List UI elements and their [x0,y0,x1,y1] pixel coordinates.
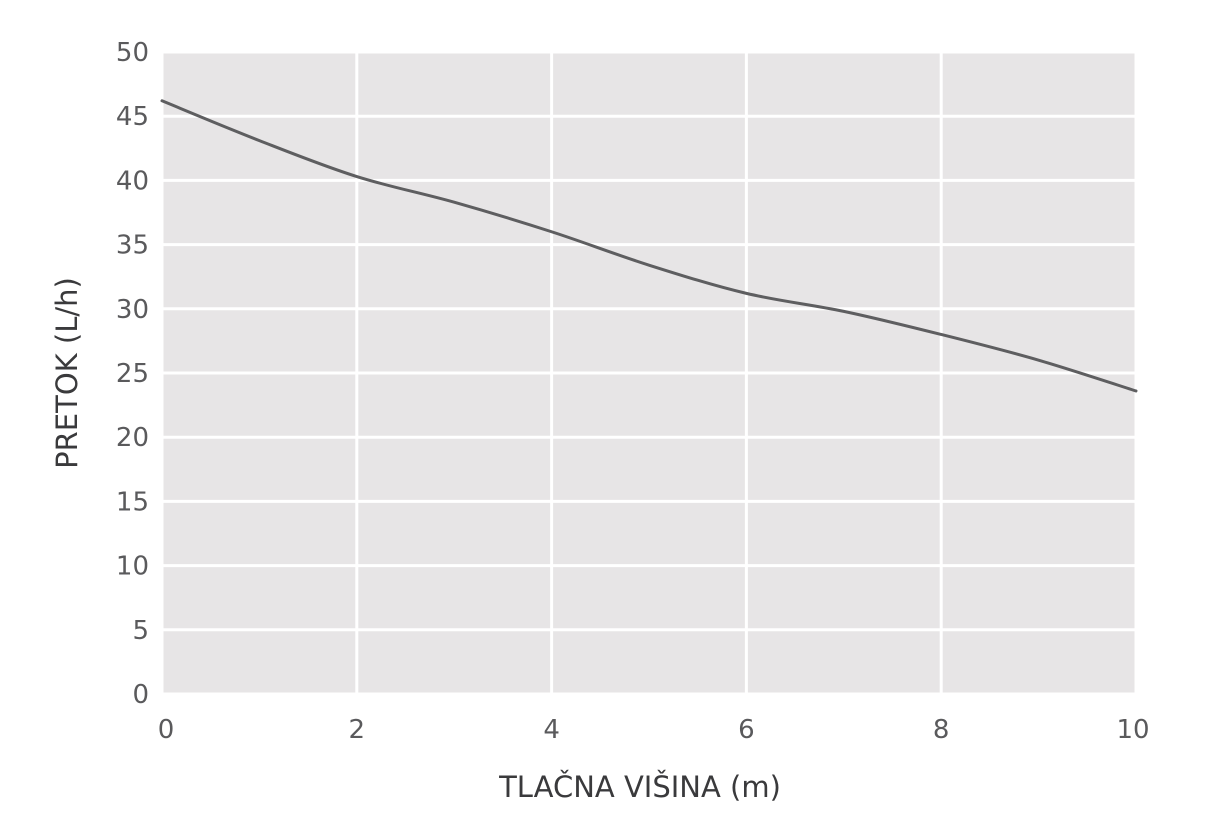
x-tick-label: 6 [738,715,755,745]
x-tick-label: 4 [543,715,560,745]
x-tick-label: 8 [933,715,950,745]
x-axis-ticks: 0 2 4 6 8 10 [158,715,1150,745]
x-tick-label: 10 [1116,715,1149,745]
x-axis-title: TLAČNA VIŠINA (m) [498,770,781,804]
x-tick-label: 0 [158,715,175,745]
y-axis-title: PRETOK (L/h) [50,277,84,469]
y-tick-label: 35 [116,231,149,261]
y-tick-label: 45 [116,102,149,132]
x-tick-label: 2 [349,715,366,745]
series-layer [160,99,1138,393]
y-axis-ticks: 0 5 10 15 20 25 30 35 40 45 50 [116,38,149,710]
y-tick-label: 0 [132,680,149,710]
y-tick-label: 15 [116,487,149,517]
y-tick-label: 10 [116,552,149,582]
series-line-0 [160,99,1138,393]
y-tick-label: 40 [116,166,149,196]
grid-lines [160,50,1138,696]
y-tick-label: 50 [116,38,149,68]
y-tick-label: 20 [116,423,149,453]
y-tick-label: 25 [116,359,149,389]
y-tick-label: 5 [132,616,149,646]
y-tick-label: 30 [116,295,149,325]
